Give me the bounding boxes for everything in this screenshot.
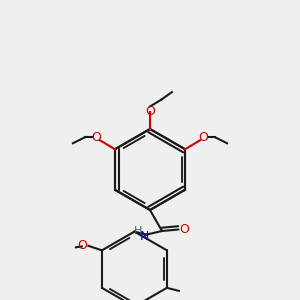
Text: N: N	[140, 230, 150, 244]
Text: O: O	[77, 239, 87, 252]
Text: O: O	[179, 223, 189, 236]
Text: O: O	[91, 131, 101, 144]
Text: O: O	[145, 105, 155, 118]
Text: H: H	[134, 226, 142, 236]
Text: O: O	[199, 131, 208, 144]
